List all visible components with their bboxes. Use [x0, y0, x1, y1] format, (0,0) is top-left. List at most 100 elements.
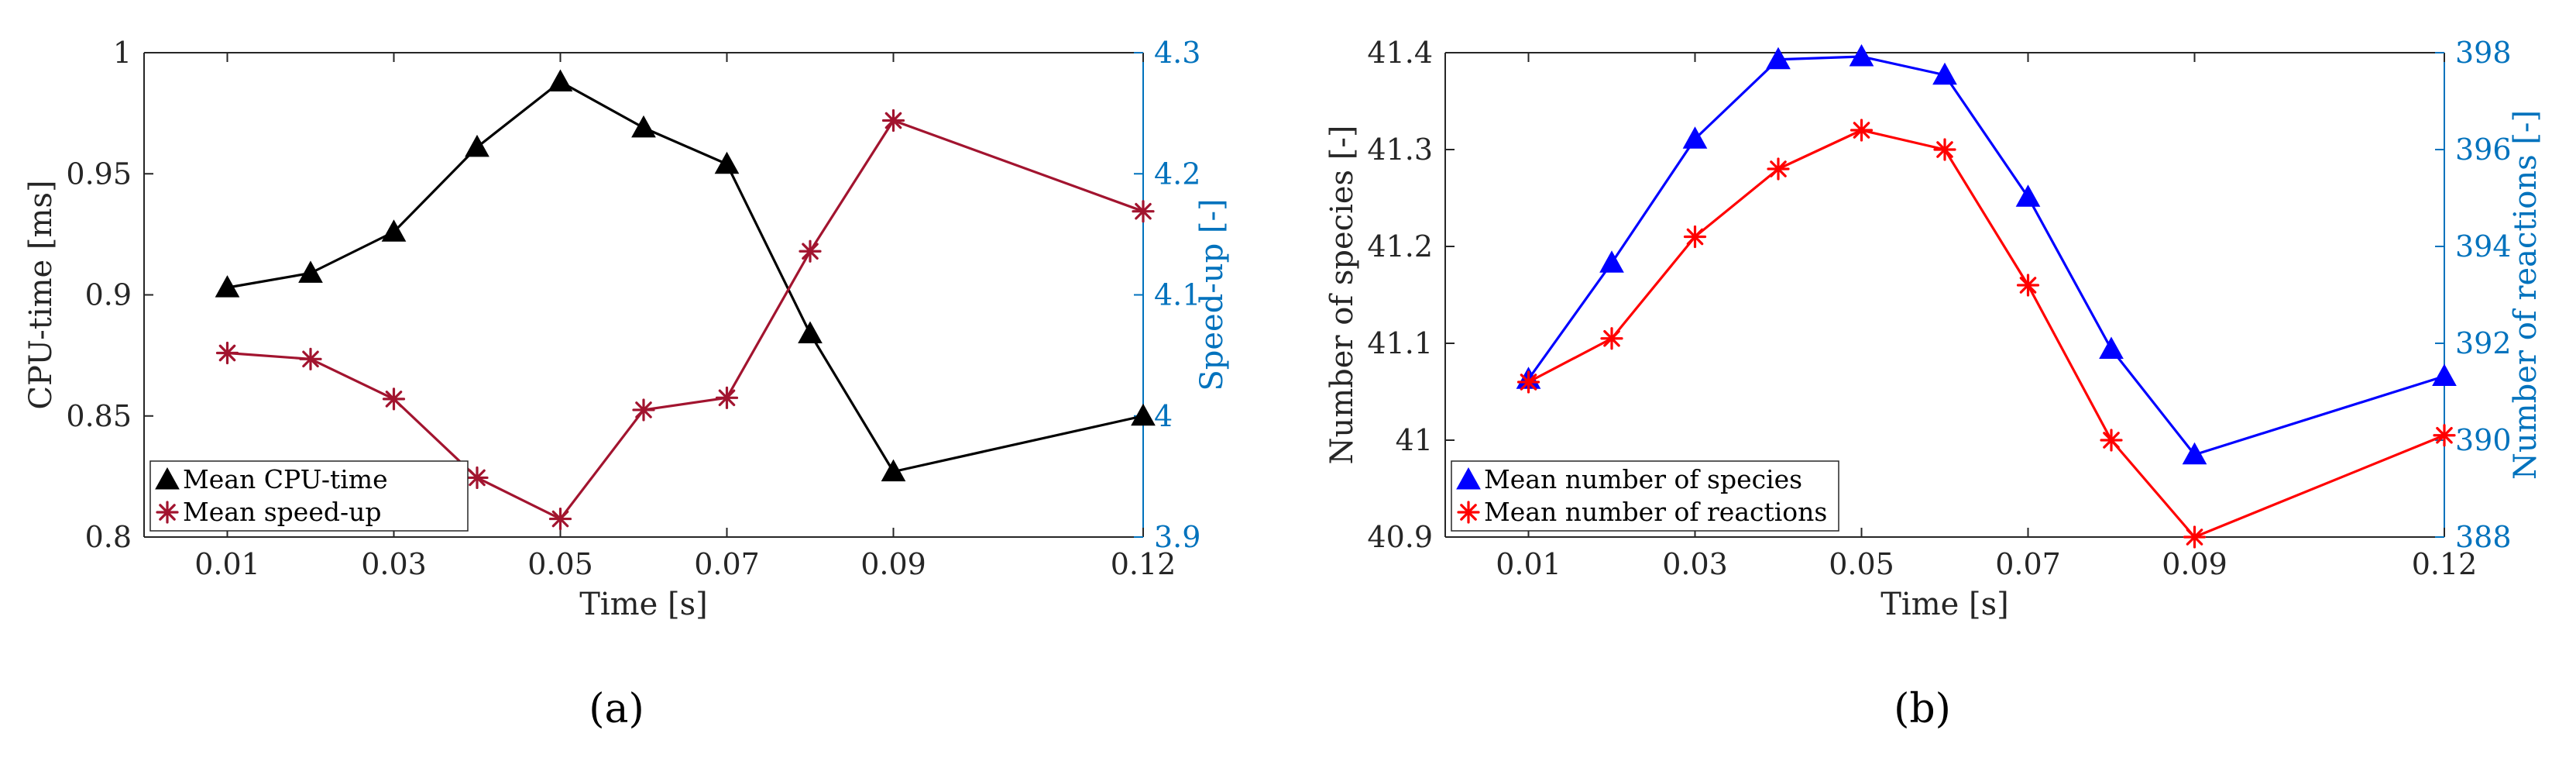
data-point-mean-number-of-species	[2182, 442, 2207, 465]
x-tick-label: 0.12	[2412, 547, 2478, 581]
series-line-mean-number-of-species	[1527, 55, 2445, 456]
left-y-tick-label: 0.8	[85, 520, 132, 554]
data-point-mean-speed-up	[548, 507, 572, 531]
data-point-mean-speed-up-stroke	[551, 510, 569, 528]
data-point-mean-speed-up	[715, 386, 739, 409]
data-point-mean-speed-up-stroke	[469, 469, 486, 487]
left-y-axis-label: Number of species [-]	[1324, 125, 1360, 464]
right-y-tick-label: 390	[2455, 423, 2512, 457]
series-line-mean-cpu-time	[227, 80, 1144, 473]
series-line-mean-number-of-reactions	[1527, 129, 2445, 539]
right-y-tick-label: 394	[2455, 229, 2512, 263]
data-point-mean-number-of-reactions-stroke	[1520, 374, 1537, 391]
right-y-axis-label: Number of reactions [-]	[2508, 110, 2543, 480]
data-point-mean-cpu-time	[1131, 403, 1156, 426]
x-tick-label: 0.09	[2162, 547, 2227, 581]
data-point-mean-number-of-species	[1766, 46, 1791, 70]
legend-box	[149, 460, 469, 532]
right-y-tick-label: 4.1	[1154, 278, 1200, 312]
legend-marker-mean-number-of-species	[1456, 467, 1481, 490]
x-tick-label: 0.03	[361, 547, 427, 581]
data-point-mean-speed-up	[382, 387, 406, 411]
data-point-mean-speed-up-stroke	[385, 391, 403, 408]
data-point-mean-speed-up	[881, 108, 905, 133]
data-point-mean-speed-up-stroke	[218, 344, 236, 362]
data-point-mean-speed-up	[799, 239, 822, 263]
panel-label: (a)	[589, 686, 644, 732]
left-y-tick-label: 0.9	[85, 278, 132, 312]
data-point-mean-number-of-species	[1682, 126, 1708, 149]
data-point-mean-number-of-species	[2015, 184, 2041, 207]
x-tick-label: 0.05	[1829, 547, 1894, 581]
chart-panel-b: 0.01 0.03 0.05 0.07 0.09 0.12 40.9 41 41.1 41.2 41…	[1324, 36, 2543, 732]
right-y-tick-label: 4.2	[1154, 157, 1200, 191]
data-point-mean-cpu-time	[381, 219, 407, 242]
data-point-mean-cpu-time	[714, 151, 740, 174]
x-tick-label: 0.12	[1111, 547, 1176, 581]
data-point-mean-cpu-time	[548, 69, 573, 91]
data-point-mean-number-of-reactions-stroke	[1686, 228, 1704, 246]
data-point-mean-speed-up-stroke	[635, 401, 652, 418]
right-y-tick-label: 388	[2455, 520, 2512, 554]
data-point-mean-cpu-time	[798, 321, 823, 343]
legend-label: Mean speed-up	[183, 497, 382, 527]
x-tick-label: 0.07	[694, 547, 760, 581]
data-point-mean-speed-up	[299, 347, 322, 370]
x-tick-label: 0.01	[1496, 547, 1561, 581]
data-point-mean-number-of-reactions-stroke	[2103, 432, 2120, 449]
x-tick-label: 0.09	[860, 547, 926, 581]
series-line-mean-speed-up	[227, 119, 1144, 521]
data-point-mean-number-of-species	[2099, 336, 2124, 359]
left-y-tick-label: 0.85	[66, 399, 132, 433]
data-point-mean-cpu-time	[215, 275, 240, 298]
data-point-mean-number-of-reactions	[1767, 157, 1790, 181]
x-tick-label: 0.01	[194, 547, 260, 581]
data-point-mean-number-of-species	[1599, 250, 1624, 273]
data-point-mean-speed-up	[632, 398, 655, 422]
data-point-mean-number-of-reactions-stroke	[2186, 529, 2203, 546]
left-y-tick-label: 41	[1396, 423, 1433, 457]
right-y-axis-label: Speed-up [-]	[1194, 198, 1230, 391]
right-y-tick-label: 396	[2455, 133, 2512, 167]
data-point-mean-number-of-reactions	[2100, 429, 2123, 452]
legend-marker-mean-number-of-reactions-stroke	[1460, 504, 1477, 521]
data-point-mean-number-of-reactions-stroke	[1603, 329, 1620, 347]
right-y-tick-label: 4	[1154, 399, 1173, 433]
data-point-mean-cpu-time	[465, 134, 489, 157]
x-tick-label: 0.05	[527, 547, 593, 581]
left-y-tick-label: 1	[113, 36, 132, 70]
left-y-tick-label: 0.95	[66, 157, 132, 191]
panel-label: (b)	[1894, 686, 1951, 732]
left-y-axis-label: CPU-time [ms]	[23, 180, 59, 409]
data-point-mean-number-of-reactions-stroke	[2436, 426, 2453, 444]
x-tick-label: 0.03	[1662, 547, 1728, 581]
data-point-mean-number-of-reactions	[2016, 274, 2040, 297]
legend-box	[1451, 460, 1839, 532]
data-point-mean-number-of-reactions	[2183, 525, 2207, 549]
x-tick-label: 0.07	[1995, 547, 2061, 581]
right-y-tick-label: 398	[2455, 36, 2512, 70]
legend-label: Mean number of reactions	[1484, 497, 1827, 527]
data-point-mean-number-of-reactions	[1850, 119, 1874, 142]
data-point-mean-number-of-reactions	[1600, 327, 1623, 350]
data-point-mean-number-of-reactions-stroke	[1853, 122, 1870, 139]
legend-marker-mean-number-of-reactions	[1457, 501, 1480, 524]
data-point-mean-number-of-reactions-stroke	[2019, 277, 2037, 294]
right-y-tick-label: 392	[2455, 326, 2512, 360]
data-point-mean-number-of-species	[2432, 363, 2457, 386]
legend-marker-mean-speed-up	[156, 501, 179, 524]
data-point-mean-speed-up	[465, 466, 489, 490]
x-axis-label: Time [s]	[579, 587, 708, 622]
right-y-tick-label: 4.3	[1154, 36, 1200, 70]
left-y-tick-label: 41.2	[1367, 229, 1433, 263]
chart-panel-a: 0.01 0.03 0.05 0.07 0.09 0.12 0.8 0.85 0.9 0.95 1 3…	[23, 36, 1230, 732]
data-point-mean-speed-up-stroke	[1135, 202, 1152, 220]
legend-label: Mean CPU-time	[183, 464, 388, 494]
data-point-mean-cpu-time	[631, 115, 656, 138]
left-y-tick-label: 41.4	[1367, 36, 1433, 70]
data-point-mean-number-of-reactions	[1516, 370, 1540, 394]
data-point-mean-speed-up-stroke	[802, 243, 819, 260]
